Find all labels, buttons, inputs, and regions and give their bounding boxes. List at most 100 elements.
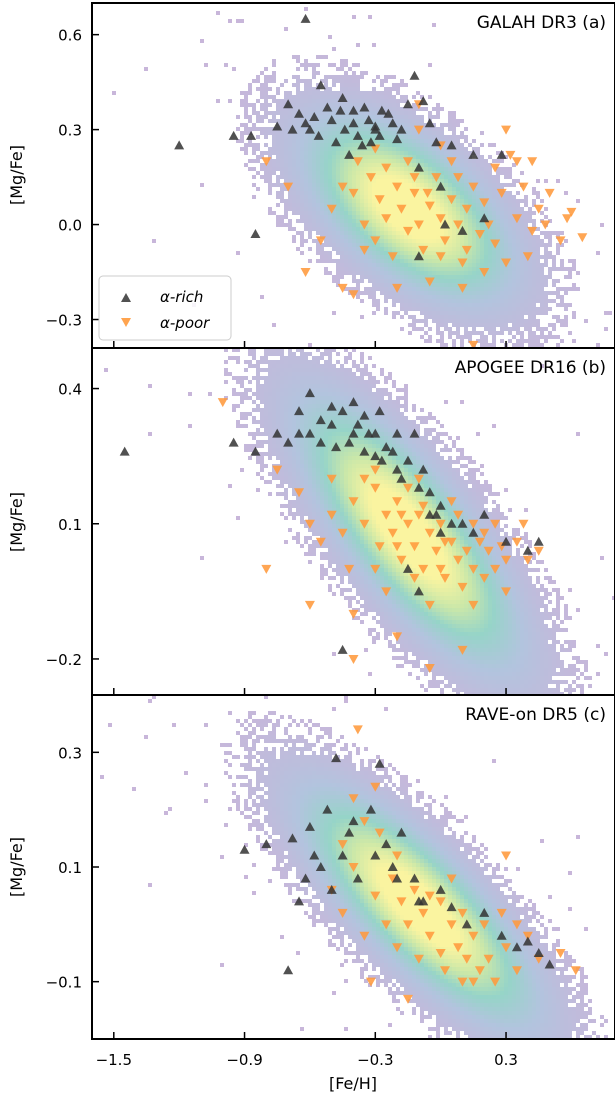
density-cell <box>364 460 368 464</box>
density-cell <box>328 175 332 179</box>
density-cell <box>460 151 464 155</box>
density-cell <box>304 215 308 219</box>
density-cell <box>360 592 364 596</box>
density-cell <box>344 436 348 440</box>
density-cell <box>324 512 328 516</box>
density-cell <box>336 440 340 444</box>
density-cell <box>384 307 388 311</box>
density-cell <box>216 11 220 15</box>
density-cell <box>364 207 368 211</box>
density-cell <box>296 440 300 444</box>
density-cell <box>280 424 284 428</box>
density-cell <box>464 243 468 247</box>
density-cell <box>452 339 456 343</box>
density-cell <box>248 127 252 131</box>
density-cell <box>516 247 520 251</box>
density-cell <box>256 143 260 147</box>
density-cell <box>476 219 480 223</box>
density-cell <box>472 147 476 151</box>
density-cell <box>372 231 376 235</box>
density-cell <box>512 303 516 307</box>
density-cell <box>432 115 436 119</box>
density-cell <box>452 319 456 323</box>
density-cell <box>364 612 368 616</box>
density-cell <box>532 315 536 319</box>
density-cell <box>328 255 332 259</box>
density-cell <box>288 167 292 171</box>
density-cell <box>428 259 432 263</box>
density-cell <box>524 299 528 303</box>
density-cell <box>360 111 364 115</box>
density-cell <box>328 468 332 472</box>
density-cell <box>268 207 272 211</box>
density-cell <box>400 159 404 163</box>
density-cell <box>420 283 424 287</box>
density-cell <box>424 339 428 343</box>
density-cell <box>348 376 352 380</box>
density-cell <box>356 412 360 416</box>
density-cell <box>292 488 296 492</box>
density-cell <box>276 380 280 384</box>
density-cell <box>524 263 528 267</box>
density-cell <box>436 331 440 335</box>
density-cell <box>340 235 344 239</box>
density-cell <box>532 243 536 247</box>
density-cell <box>368 191 372 195</box>
density-cell <box>364 239 368 243</box>
density-cell <box>352 143 356 147</box>
density-cell <box>288 352 292 356</box>
density-cell <box>596 343 600 347</box>
density-cell <box>284 368 288 372</box>
density-cell <box>264 179 268 183</box>
density-cell <box>372 99 376 103</box>
density-cell <box>424 271 428 275</box>
alpha-poor-point <box>402 157 413 167</box>
density-cell <box>368 239 372 243</box>
density-cell <box>356 95 360 99</box>
density-cell <box>540 243 544 247</box>
alpha-rich-point <box>370 121 381 131</box>
density-cell <box>364 456 368 460</box>
density-cell <box>372 283 376 287</box>
density-cell <box>396 259 400 263</box>
density-cell <box>364 600 368 604</box>
density-cell <box>344 163 348 167</box>
density-cell <box>468 159 472 163</box>
density-cell <box>436 259 440 263</box>
density-cell <box>432 235 436 239</box>
density-cell <box>348 211 352 215</box>
density-cell <box>476 179 480 183</box>
density-cell <box>324 271 328 275</box>
density-cell <box>320 223 324 227</box>
density-cell <box>428 287 432 291</box>
density-cell <box>272 444 276 448</box>
density-cell <box>444 167 448 171</box>
density-cell <box>412 167 416 171</box>
density-cell <box>556 251 560 255</box>
density-cell <box>440 219 444 223</box>
density-cell <box>476 311 480 315</box>
density-cell <box>440 295 444 299</box>
density-cell <box>344 540 348 544</box>
density-cell <box>392 175 396 179</box>
density-cell <box>492 267 496 271</box>
density-cell <box>456 251 460 255</box>
density-cell <box>348 396 352 400</box>
density-cell <box>400 263 404 267</box>
density-cell <box>316 91 320 95</box>
density-cell <box>356 440 360 444</box>
density-cell <box>448 283 452 287</box>
density-cell <box>316 464 320 468</box>
density-cell <box>292 55 296 59</box>
density-cell <box>392 87 396 91</box>
density-cell <box>500 243 504 247</box>
density-cell <box>512 255 516 259</box>
density-cell <box>404 143 408 147</box>
density-cell <box>332 508 336 512</box>
density-cell <box>428 303 432 307</box>
density-cell <box>512 323 516 327</box>
density-cell <box>356 259 360 263</box>
density-cell <box>524 303 528 307</box>
density-cell <box>308 396 312 400</box>
density-cell <box>400 123 404 127</box>
